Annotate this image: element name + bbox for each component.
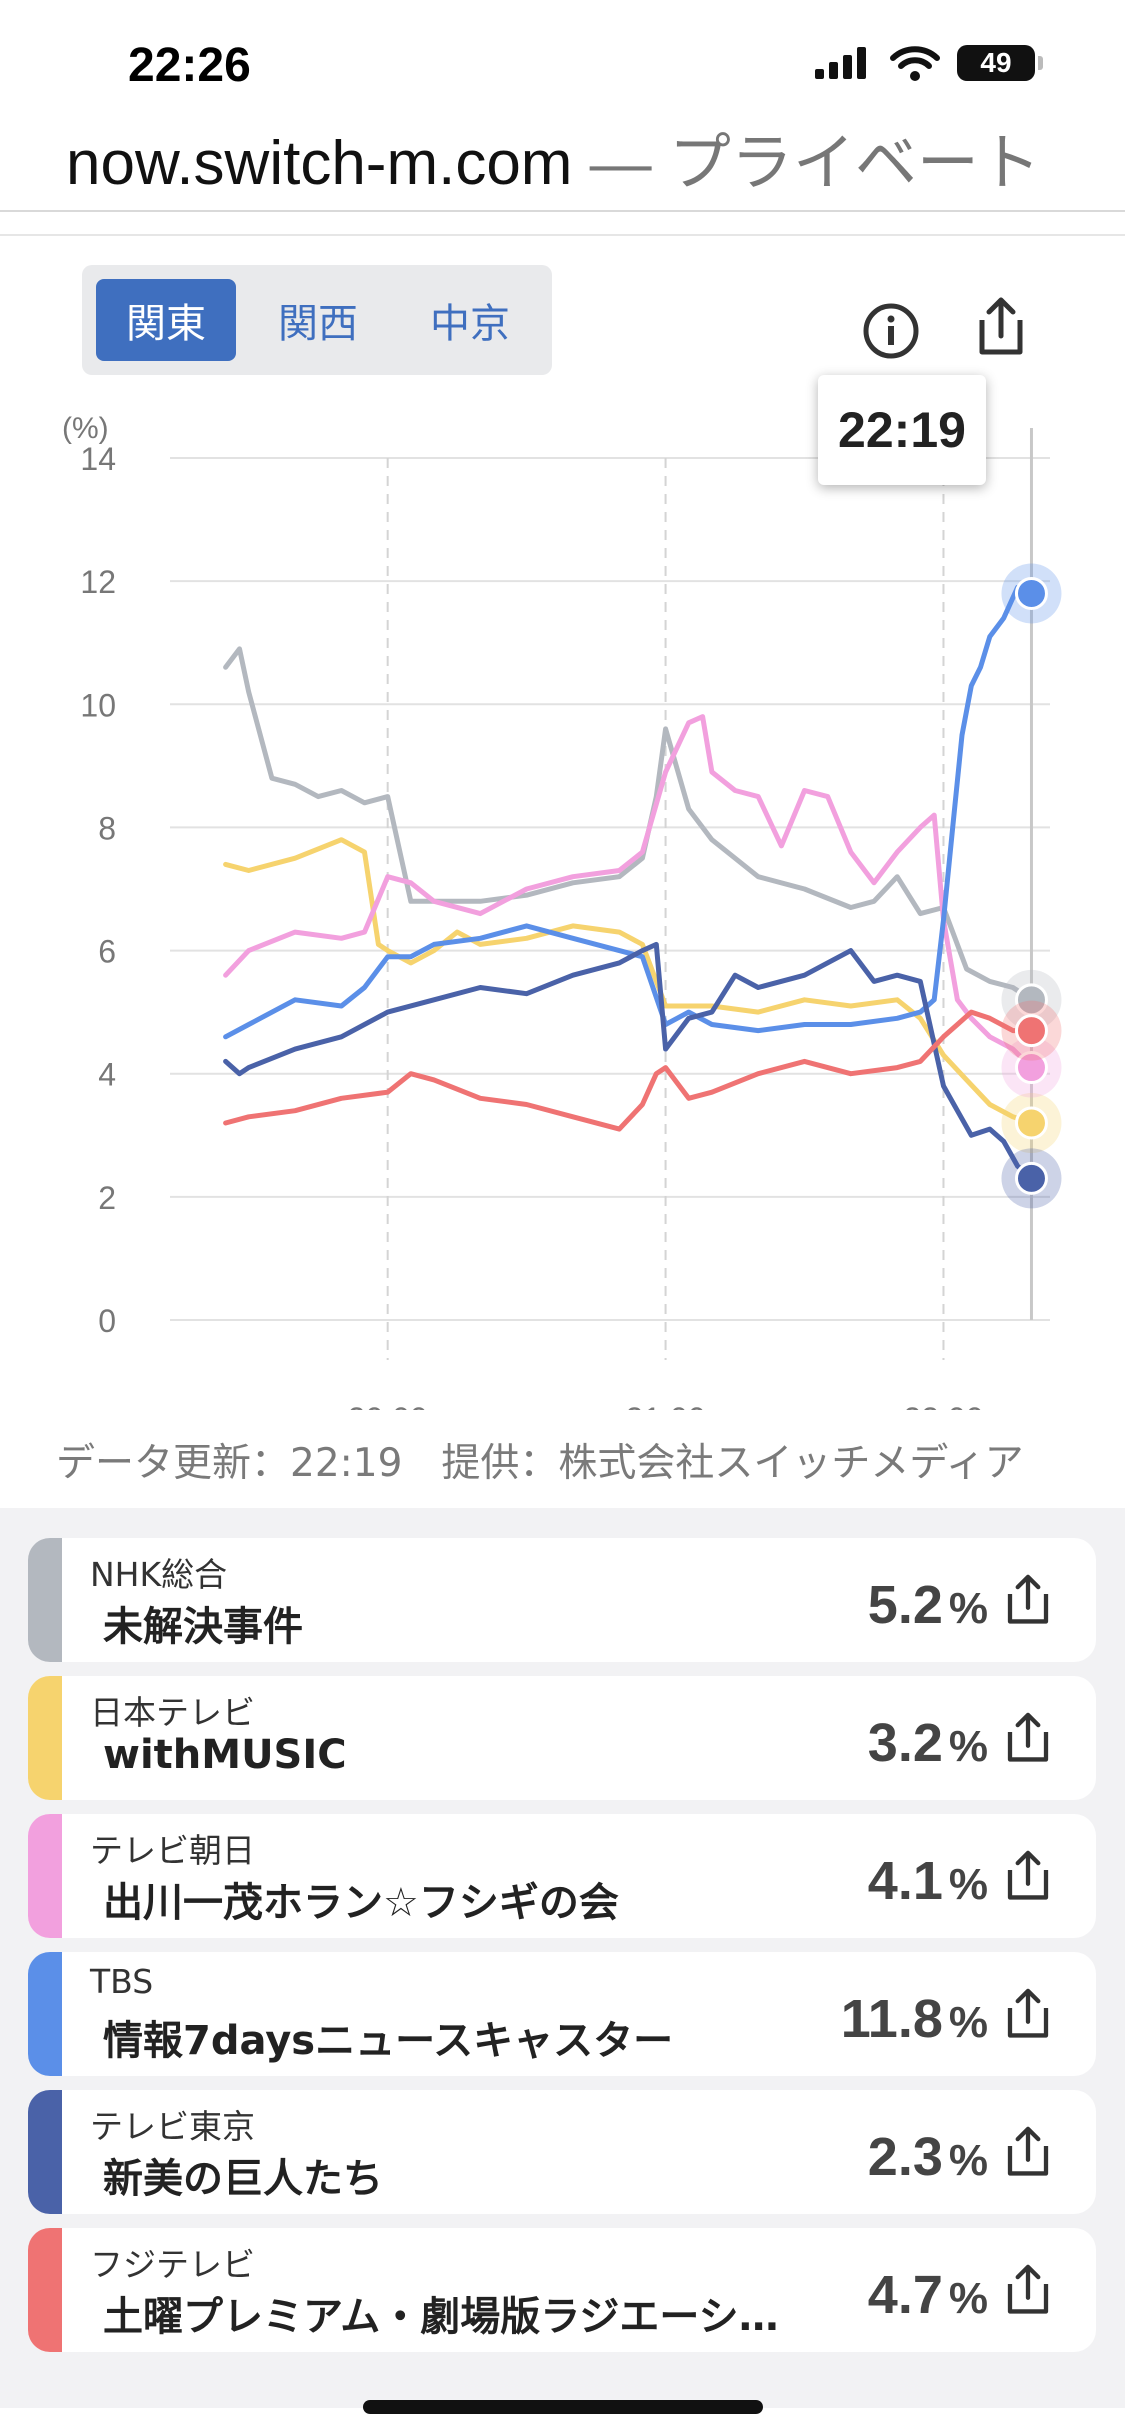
y-tick-label: 12 xyxy=(80,564,116,600)
channel-color-bar xyxy=(28,1538,62,1662)
divider xyxy=(0,234,1125,236)
rating-value: 5.2% xyxy=(868,1574,988,1636)
x-tick-label: 20:00 xyxy=(348,1401,428,1410)
share-icon[interactable] xyxy=(998,2260,1058,2320)
channel-name: テレビ朝日 xyxy=(90,1831,255,1870)
rating-number: 2.3 xyxy=(867,2127,943,2187)
y-tick-label: 14 xyxy=(80,441,116,477)
rating-number: 3.2 xyxy=(867,1713,943,1773)
y-tick-label: 8 xyxy=(98,810,116,846)
y-tick-label: 10 xyxy=(80,687,116,723)
series-end-point xyxy=(1014,1051,1048,1085)
program-title: 出川一茂ホラン☆フシギの会 xyxy=(103,1880,619,1926)
y-axis-label: (%) xyxy=(62,412,109,445)
private-mode-label: — プライベート xyxy=(572,129,1041,198)
rating-unit: % xyxy=(948,1722,988,1771)
data-source-note: データ更新：22:19 提供：株式会社スイッチメディア xyxy=(56,1441,1024,1486)
rating-number: 4.1 xyxy=(867,1851,943,1911)
rating-value: 4.1% xyxy=(868,1850,988,1912)
rating-unit: % xyxy=(948,1584,988,1633)
channel-color-bar xyxy=(28,1814,62,1938)
rating-value: 11.8% xyxy=(841,1988,988,2050)
channel-card[interactable]: NHK総合未解決事件 5.2% xyxy=(28,1538,1096,1662)
time-tooltip: 22:19 xyxy=(818,375,986,485)
series-line xyxy=(223,1009,1034,1132)
status-bar: 22:26 49 xyxy=(0,0,1125,130)
channel-color-bar xyxy=(28,2090,62,2214)
series-end-point xyxy=(1014,1106,1048,1140)
channel-name: 日本テレビ xyxy=(90,1693,255,1732)
channel-color-bar xyxy=(28,1952,62,2076)
channel-card[interactable]: テレビ朝日出川一茂ホラン☆フシギの会 4.1% xyxy=(28,1814,1096,1938)
browser-url-bar[interactable]: now.switch-m.com — プライベート xyxy=(0,108,1125,208)
channel-color-bar xyxy=(28,1676,62,1800)
rating-unit: % xyxy=(948,1998,988,2047)
series-end-point xyxy=(1014,1014,1048,1048)
program-title: withMUSIC xyxy=(103,1732,347,1778)
home-indicator[interactable] xyxy=(363,2400,763,2414)
rating-unit: % xyxy=(948,2274,988,2323)
status-icons: 49 xyxy=(813,44,1043,82)
share-icon[interactable] xyxy=(998,2122,1058,2182)
cellular-signal-icon xyxy=(815,47,866,79)
channel-name: テレビ東京 xyxy=(90,2107,255,2146)
rating-value: 3.2% xyxy=(868,1712,988,1774)
rating-value: 4.7% xyxy=(868,2264,988,2326)
program-title: 未解決事件 xyxy=(103,1604,303,1650)
divider xyxy=(0,210,1125,212)
rating-unit: % xyxy=(948,1860,988,1909)
channel-name: フジテレビ xyxy=(90,2245,255,2284)
share-icon[interactable] xyxy=(998,1708,1058,1768)
tab-chukyo[interactable]: 中京 xyxy=(430,301,510,347)
program-title: 情報7daysニュースキャスター xyxy=(103,2018,674,2064)
share-icon[interactable] xyxy=(998,1984,1058,2044)
status-time: 22:26 xyxy=(128,39,251,92)
y-tick-label: 6 xyxy=(98,934,116,970)
channel-name: TBS xyxy=(90,1962,154,2001)
ratings-chart[interactable]: 0 2 4 6 8 10 12 14(%) 20:00 21:00 22:00 xyxy=(0,390,1125,1410)
rating-number: 11.8 xyxy=(840,1989,943,2049)
channel-color-bar xyxy=(28,2228,62,2352)
x-tick-label: 22:00 xyxy=(903,1401,983,1410)
series-line xyxy=(223,584,1034,1040)
tab-kanto[interactable]: 関東 xyxy=(96,279,236,361)
series-end-point xyxy=(1014,576,1048,610)
rating-number: 5.2 xyxy=(867,1575,943,1635)
region-tabs: 関東 関西 中京 xyxy=(82,265,552,375)
program-title: 新美の巨人たち xyxy=(103,2156,383,2202)
rating-unit: % xyxy=(948,2136,988,2185)
battery-icon: 49 xyxy=(957,45,1043,81)
channel-card[interactable]: テレビ東京新美の巨人たち 2.3% xyxy=(28,2090,1096,2214)
channel-card[interactable]: TBS 情報7daysニュースキャスター 11.8% xyxy=(28,1952,1096,2076)
y-tick-label: 4 xyxy=(98,1057,116,1093)
rating-value: 2.3% xyxy=(868,2126,988,2188)
url-text: now.switch-m.com xyxy=(66,129,573,198)
series-line xyxy=(223,646,1034,1003)
x-tick-label: 21:00 xyxy=(626,1401,706,1410)
series-line xyxy=(223,941,1034,1181)
program-title: 土曜プレミアム・劇場版ラジエーシ… xyxy=(103,2294,779,2340)
channel-card[interactable]: 日本テレビ withMUSIC 3.2% xyxy=(28,1676,1096,1800)
channel-name: NHK総合 xyxy=(90,1555,228,1594)
share-icon[interactable] xyxy=(966,292,1036,362)
tab-kansai[interactable]: 関西 xyxy=(278,301,358,347)
wifi-icon xyxy=(890,46,940,81)
series-end-point xyxy=(1014,1161,1048,1195)
y-tick-label: 2 xyxy=(98,1180,116,1216)
series-line xyxy=(223,714,1034,1071)
share-icon[interactable] xyxy=(998,1570,1058,1630)
share-icon[interactable] xyxy=(998,1846,1058,1906)
rating-number: 4.7 xyxy=(867,2265,943,2325)
channel-card[interactable]: フジテレビ土曜プレミアム・劇場版ラジエーシ… 4.7% xyxy=(28,2228,1096,2352)
info-icon[interactable] xyxy=(856,296,926,366)
y-tick-label: 0 xyxy=(98,1303,116,1339)
